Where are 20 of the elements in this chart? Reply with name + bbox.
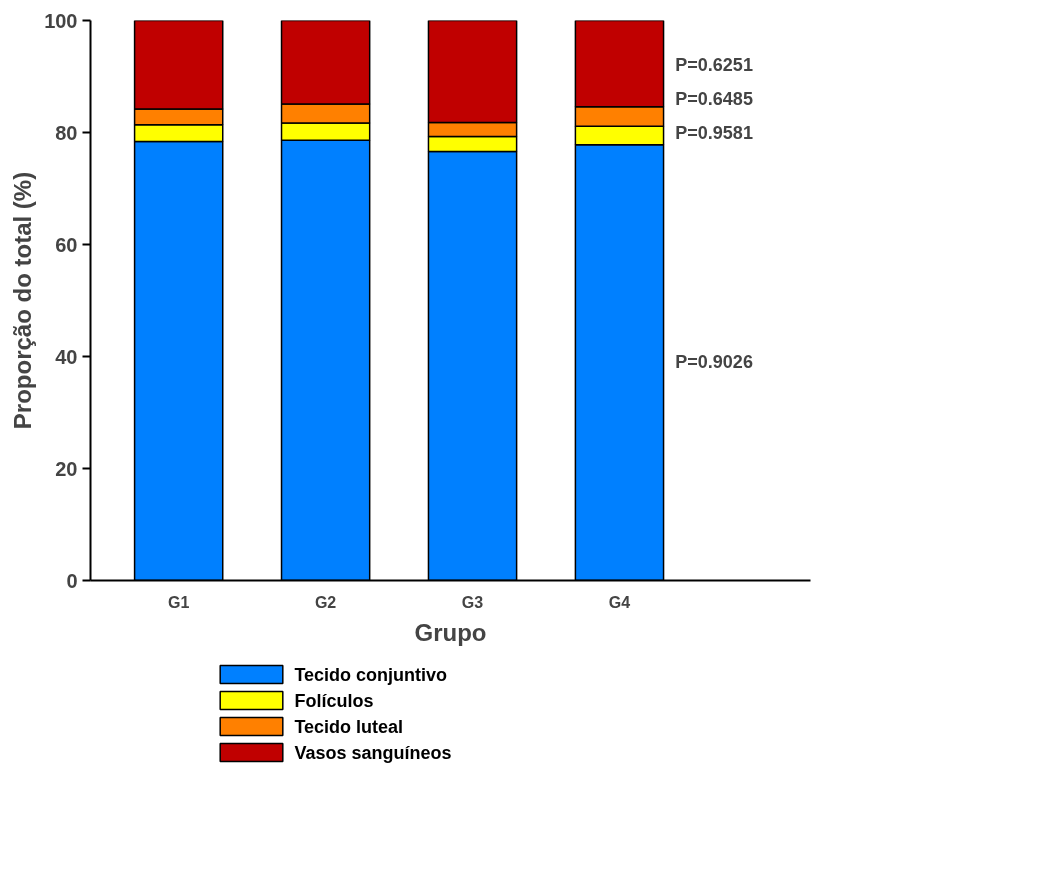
y-tick-label: 60 <box>55 233 78 256</box>
legend-label: Tecido conjuntivo <box>294 664 448 685</box>
y-tick-label: 40 <box>55 345 78 368</box>
x-tick-label: G2 <box>314 593 337 611</box>
y-tick-label: 0 <box>66 569 78 592</box>
y-tick-label: 100 <box>44 9 78 32</box>
legend-label: Tecido luteal <box>294 716 404 737</box>
y-tick-label: 80 <box>55 121 78 144</box>
x-tick-label: G4 <box>608 593 631 611</box>
y-tick-label: 20 <box>55 457 78 480</box>
annotation: P=0.9581 <box>675 122 753 143</box>
annotation: P=0.6251 <box>675 55 753 76</box>
annotation: P=0.6485 <box>675 88 753 109</box>
x-tick-label: G3 <box>461 593 484 611</box>
legend-label: Vasos sanguíneos <box>294 742 452 763</box>
x-axis-title: Grupo <box>414 618 487 646</box>
legend-label: Folículos <box>294 690 374 711</box>
x-tick-label: G1 <box>167 593 190 611</box>
y-axis-title: Proporção do total (%) <box>9 171 37 430</box>
annotation: P=0.9026 <box>675 352 753 373</box>
